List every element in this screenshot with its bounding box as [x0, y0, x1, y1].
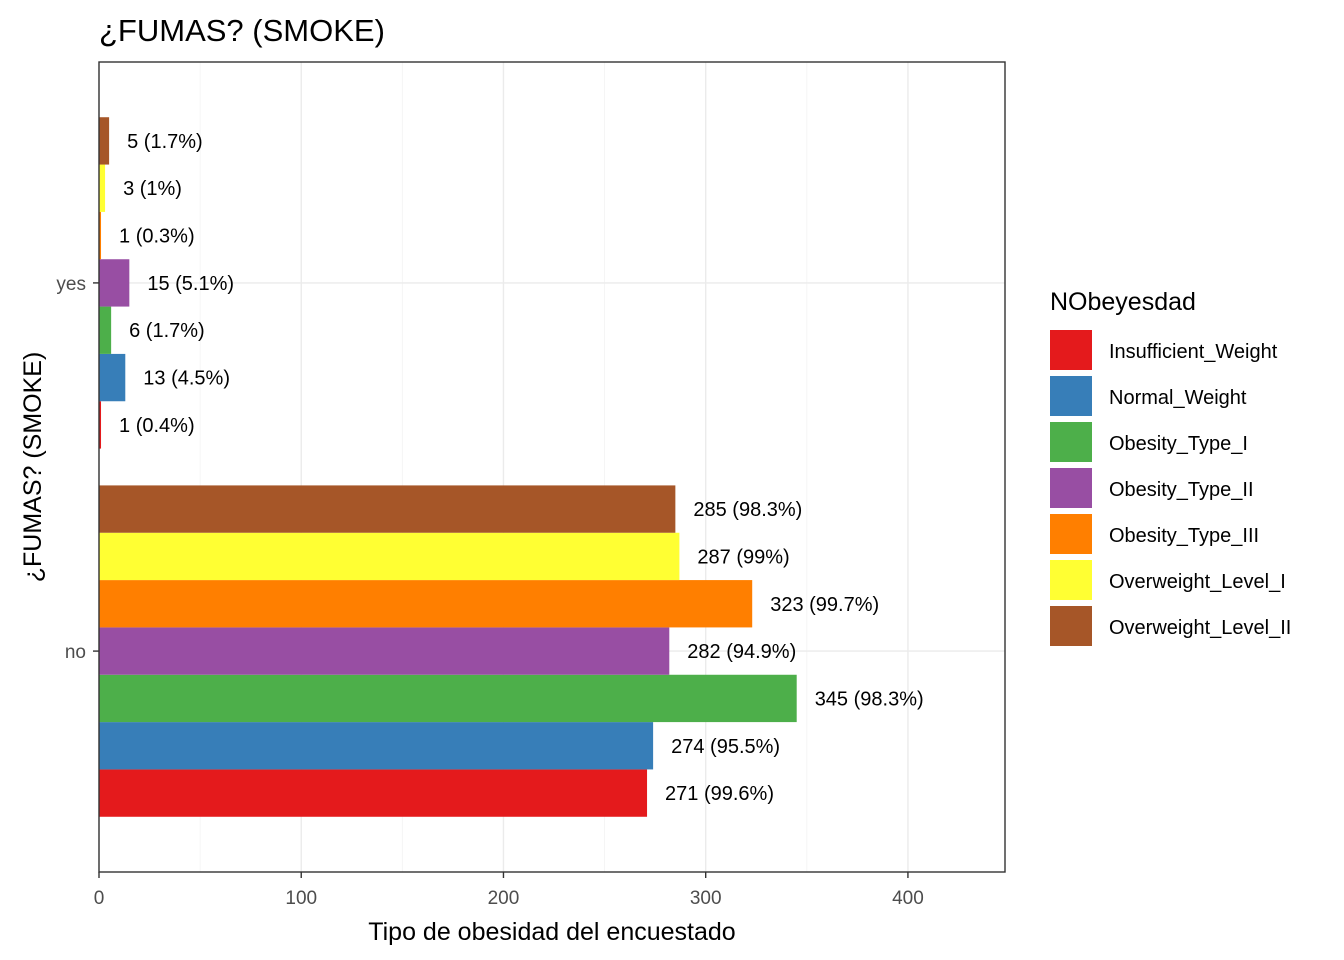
data-label-overweight_level_ii-no: 285 (98.3%) [693, 499, 802, 521]
plot-area: 271 (99.6%) 274 (95.5%) 345 (98.3%) 282 (94… [56, 61, 1006, 909]
data-label-insufficient_weight-yes: 1 (0.4%) [119, 415, 195, 437]
legend-key-obesity_type_ii [1050, 468, 1092, 508]
data-label-obesity_type_ii-yes: 15 (5.1%) [147, 273, 234, 295]
x-tick-label: 300 [690, 888, 722, 909]
legend-label-overweight_level_i: Overweight_Level_I [1109, 571, 1286, 593]
data-label-insufficient_weight-no: 271 (99.6%) [665, 783, 774, 805]
legend-label-insufficient_weight: Insufficient_Weight [1109, 341, 1278, 363]
legend-key-normal_weight [1050, 376, 1092, 416]
legend-key-insufficient_weight [1050, 330, 1092, 370]
bar-overweight_level_ii-no [99, 485, 676, 533]
bar-overweight_level_ii-yes [99, 117, 110, 165]
bar-insufficient_weight-no [99, 769, 648, 817]
data-label-obesity_type_iii-no: 323 (99.7%) [770, 594, 879, 616]
bar-obesity_type_iii-no [99, 580, 753, 628]
y-tick-label-yes: yes [56, 274, 86, 295]
bar-overweight_level_i-no [99, 532, 680, 581]
legend-title: NObeyesdad [1050, 288, 1196, 316]
bar-obesity_type_i-yes [99, 306, 112, 354]
legend-key-obesity_type_iii [1050, 514, 1092, 554]
y-axis-title: ¿FUMAS? (SMOKE) [19, 352, 47, 583]
bar-obesity_type_ii-no [99, 627, 670, 675]
x-tick-label: 100 [285, 888, 317, 909]
bar-obesity_type_ii-yes [99, 259, 130, 307]
bar-overweight_level_i-yes [99, 164, 106, 212]
y-tick-label-no: no [65, 642, 86, 663]
data-label-obesity_type_ii-no: 282 (94.9%) [687, 641, 796, 663]
x-tick-label: 400 [892, 888, 924, 909]
bar-normal_weight-no [99, 722, 654, 770]
legend-label-overweight_level_ii: Overweight_Level_II [1109, 617, 1291, 639]
chart-title: ¿FUMAS? (SMOKE) [99, 13, 385, 48]
legend-key-overweight_level_ii [1050, 606, 1092, 646]
legend: NObeyesdad Insufficient_Weight Normal_Wei… [1050, 288, 1291, 646]
panel-border [98, 61, 1006, 873]
legend-label-obesity_type_i: Obesity_Type_I [1109, 433, 1248, 455]
x-tick-label: 200 [488, 888, 520, 909]
legend-key-obesity_type_i [1050, 422, 1092, 462]
bar-insufficient_weight-yes [99, 401, 102, 449]
x-tick-label: 0 [94, 888, 105, 909]
bar-obesity_type_i-no [99, 674, 797, 723]
data-label-normal_weight-no: 274 (95.5%) [671, 736, 780, 758]
data-label-obesity_type_i-no: 345 (98.3%) [815, 688, 924, 710]
x-axis-title: Tipo de obesidad del encuestado [368, 918, 735, 946]
data-label-overweight_level_i-no: 287 (99%) [697, 546, 789, 568]
data-label-normal_weight-yes: 13 (4.5%) [143, 368, 230, 390]
data-label-overweight_level_ii-yes: 5 (1.7%) [127, 131, 203, 153]
legend-label-obesity_type_ii: Obesity_Type_II [1109, 479, 1254, 501]
data-label-obesity_type_iii-yes: 1 (0.3%) [119, 226, 195, 248]
bar-normal_weight-yes [99, 353, 126, 402]
bar-obesity_type_iii-yes [99, 211, 102, 260]
legend-key-overweight_level_i [1050, 560, 1092, 600]
data-label-overweight_level_i-yes: 3 (1%) [123, 178, 182, 200]
data-label-obesity_type_i-yes: 6 (1.7%) [129, 320, 205, 342]
legend-label-normal_weight: Normal_Weight [1109, 387, 1247, 409]
legend-label-obesity_type_iii: Obesity_Type_III [1109, 525, 1259, 547]
